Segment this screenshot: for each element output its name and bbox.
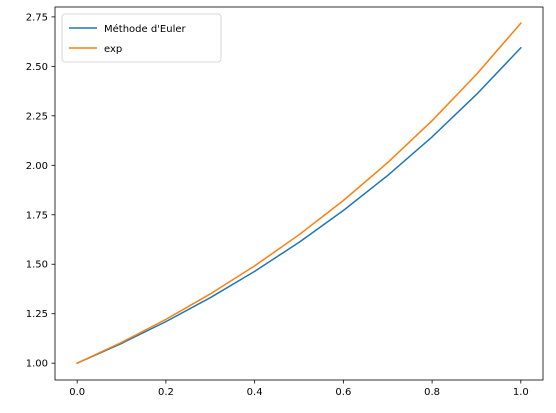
- x-tick-label: 1.0: [513, 387, 529, 398]
- x-axis: 0.0 0.2 0.4 0.6 0.8 1.0: [69, 380, 529, 398]
- y-tick-label: 2.75: [26, 12, 48, 23]
- legend-label-exp: exp: [104, 44, 122, 55]
- y-tick-label: 1.75: [26, 210, 48, 221]
- x-tick-label: 0.6: [335, 387, 351, 398]
- y-tick-label: 2.00: [26, 161, 48, 172]
- series-line-0: [76, 46, 522, 365]
- y-tick-label: 1.25: [26, 309, 48, 320]
- x-tick-label: 0.8: [424, 387, 440, 398]
- y-axis: 1.00 1.25 1.50 1.75 2.00 2.25 2.50 2.75: [26, 12, 55, 370]
- series-layer: [76, 22, 522, 365]
- y-tick-label: 2.50: [26, 62, 48, 73]
- legend-label-euler: Méthode d'Euler: [104, 23, 187, 35]
- x-tick-label: 0.2: [158, 387, 174, 398]
- legend-box: [61, 13, 222, 63]
- x-tick-label: 0.4: [247, 387, 263, 398]
- plot-frame: [54, 6, 544, 381]
- y-tick-label: 1.50: [26, 260, 48, 271]
- y-tick-label: 1.00: [26, 359, 48, 370]
- y-tick-label: 2.25: [26, 111, 48, 122]
- series-line-1: [76, 22, 522, 365]
- x-tick-label: 0.0: [69, 387, 85, 398]
- legend: Méthode d'Euler exp: [61, 13, 222, 63]
